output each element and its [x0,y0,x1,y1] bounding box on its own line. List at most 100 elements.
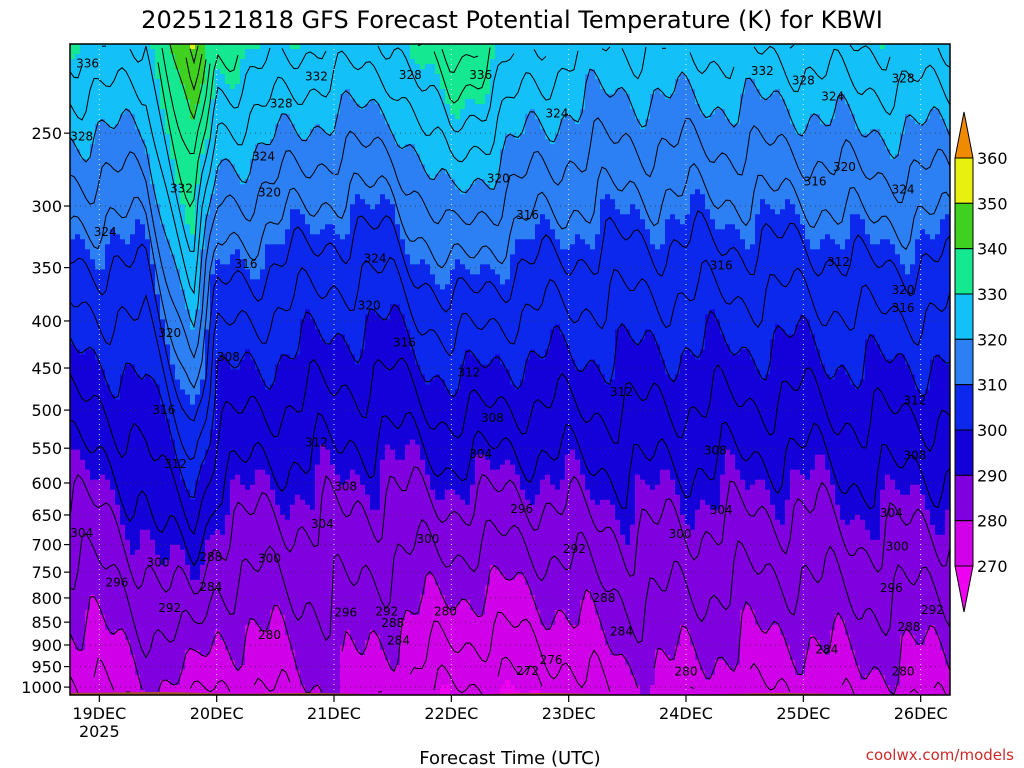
field-cell [120,334,126,340]
field-cell [155,490,161,496]
field-cell [100,470,106,476]
field-cell [70,359,76,365]
field-cell [125,164,131,170]
field-cell [140,625,146,631]
field-cell [170,425,176,431]
field-cell [225,675,231,681]
field-cell [190,535,196,541]
field-cell [170,269,176,275]
field-cell [255,375,261,381]
field-cell [125,344,131,350]
field-cell [225,390,231,396]
field-cell [255,219,261,225]
field-cell [195,465,201,471]
field-cell [85,370,91,376]
field-cell [235,650,241,656]
field-cell [75,450,81,456]
field-cell [120,475,126,481]
field-cell [135,465,141,471]
field-cell [80,415,86,421]
field-cell [185,319,191,325]
field-cell [135,64,141,70]
field-cell [135,69,141,75]
field-cell [115,189,121,195]
field-cell [260,54,266,60]
field-cell [90,665,96,671]
field-cell [130,244,136,250]
field-cell [200,94,206,100]
field-cell [245,480,251,486]
field-cell [255,460,261,466]
field-cell [105,49,111,55]
field-cell [195,605,201,611]
field-cell [105,189,111,195]
field-cell [255,209,261,215]
field-cell [250,490,256,496]
field-cell [235,380,241,386]
field-cell [70,440,76,446]
field-cell [220,234,226,240]
field-cell [75,435,81,441]
field-cell [205,675,211,681]
field-cell [90,174,96,180]
field-cell [190,309,196,315]
field-cell [255,645,261,651]
field-cell [135,279,141,285]
field-cell [235,480,241,486]
field-cell [160,475,166,481]
field-cell [210,505,216,511]
field-cell [230,84,236,90]
field-cell [210,520,216,526]
field-cell [195,214,201,220]
field-cell [115,470,121,476]
field-cell [175,79,181,85]
field-cell [195,239,201,245]
field-cell [140,545,146,551]
field-cell [225,485,231,491]
field-cell [85,590,91,596]
field-cell [235,440,241,446]
field-cell [250,244,256,250]
field-cell [105,560,111,566]
field-cell [150,680,156,686]
field-cell [150,304,156,310]
field-cell [225,179,231,185]
field-cell [255,390,261,396]
field-cell [230,239,236,245]
field-cell [100,460,106,466]
field-cell [85,224,91,230]
field-cell [140,660,146,666]
field-cell [155,585,161,591]
field-cell [195,209,201,215]
field-cell [255,665,261,671]
field-cell [125,685,131,691]
field-cell [250,470,256,476]
field-cell [260,74,266,80]
field-cell [240,515,246,521]
field-cell [140,670,146,676]
field-cell [125,415,131,421]
field-cell [80,575,86,581]
field-cell [130,560,136,566]
field-cell [90,515,96,521]
field-cell [230,530,236,536]
field-cell [135,299,141,305]
field-cell [125,179,131,185]
field-cell [90,475,96,481]
field-cell [135,79,141,85]
field-cell [115,269,121,275]
field-cell [225,254,231,260]
field-cell [250,339,256,345]
field-cell [240,530,246,536]
field-cell [255,425,261,431]
field-cell [115,425,121,431]
field-cell [85,174,91,180]
field-cell [245,495,251,501]
field-cell [190,259,196,265]
field-cell [150,164,156,170]
field-cell [245,525,251,531]
field-cell [70,545,76,551]
field-cell [80,149,86,155]
field-cell [120,515,126,521]
field-cell [230,580,236,586]
